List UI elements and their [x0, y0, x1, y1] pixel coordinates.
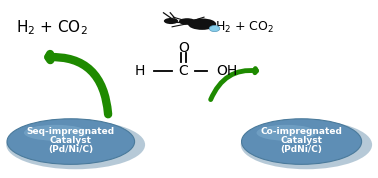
Ellipse shape: [179, 18, 195, 25]
Ellipse shape: [24, 125, 88, 141]
Text: H: H: [135, 64, 146, 78]
Text: Catalyst: Catalyst: [280, 136, 322, 145]
Text: C: C: [178, 64, 188, 78]
Text: $\mathregular{H_2}$ + $\mathregular{CO_2}$: $\mathregular{H_2}$ + $\mathregular{CO_2…: [16, 18, 88, 37]
Text: OH: OH: [216, 64, 237, 78]
Text: (PdNi/C): (PdNi/C): [280, 145, 322, 155]
Ellipse shape: [209, 25, 220, 32]
Text: Co-impregnated: Co-impregnated: [260, 127, 342, 136]
Ellipse shape: [188, 19, 216, 30]
Ellipse shape: [242, 119, 362, 164]
Ellipse shape: [7, 119, 135, 164]
Text: (Pd/Ni/C): (Pd/Ni/C): [48, 145, 93, 155]
Text: Seq-impregnated: Seq-impregnated: [27, 127, 115, 136]
Text: Catalyst: Catalyst: [50, 136, 92, 145]
Ellipse shape: [6, 120, 145, 169]
Text: O: O: [178, 41, 189, 55]
Ellipse shape: [241, 120, 372, 169]
Ellipse shape: [257, 125, 317, 141]
Ellipse shape: [164, 18, 178, 24]
Text: $\mathregular{H_2}$ + $\mathregular{CO_2}$: $\mathregular{H_2}$ + $\mathregular{CO_2…: [215, 20, 274, 35]
